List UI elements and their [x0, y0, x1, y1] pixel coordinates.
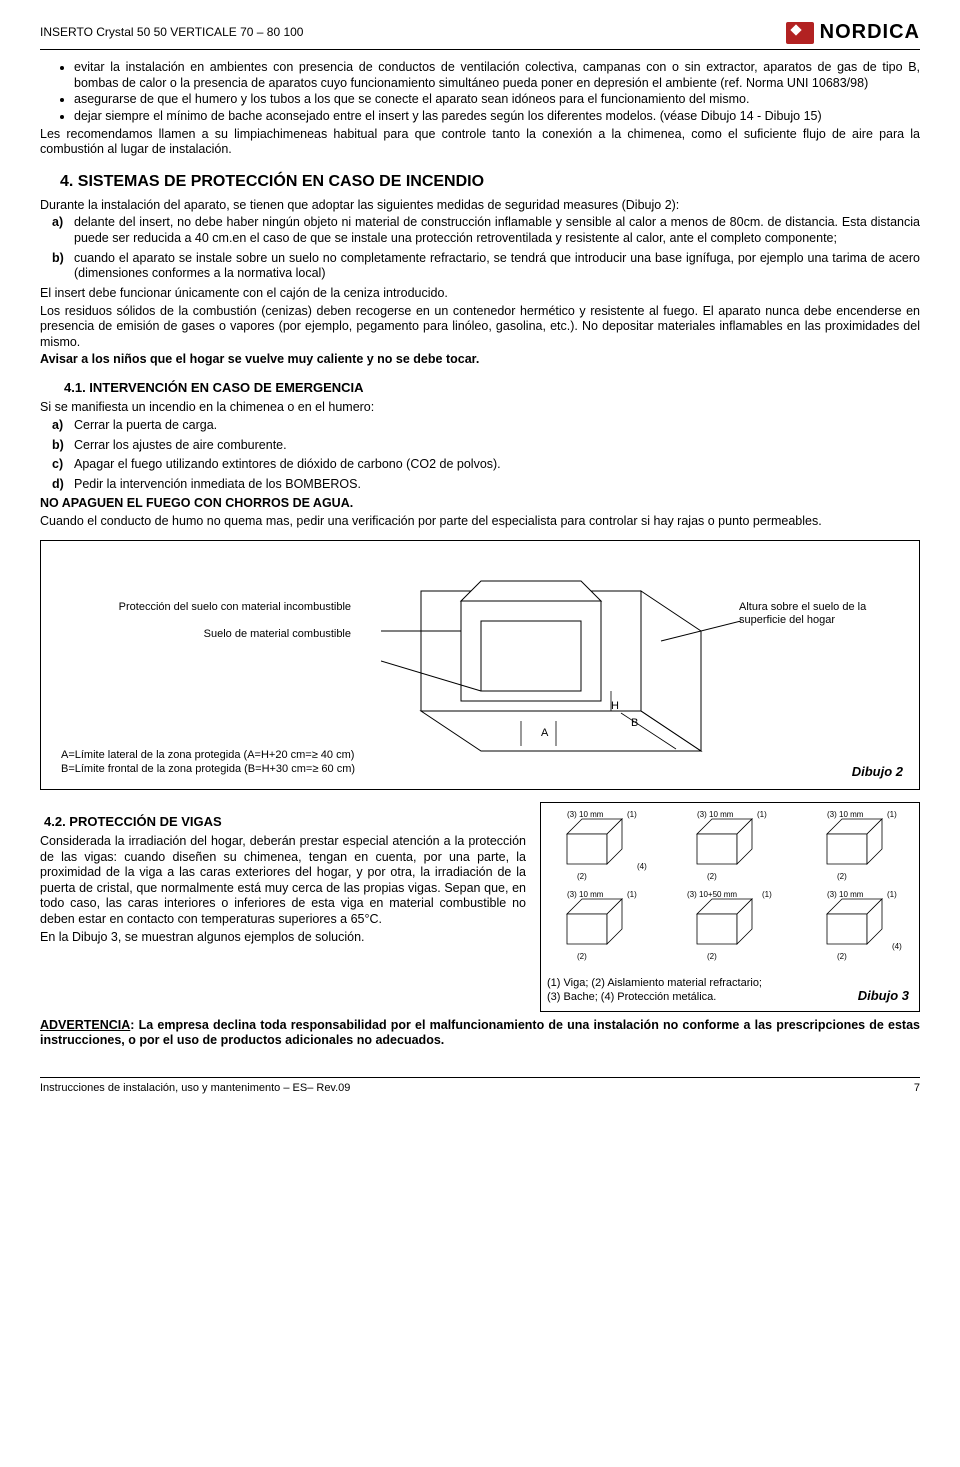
list-item: evitar la instalación en ambientes con p…: [74, 60, 920, 91]
sec4-p3: Avisar a los niños que el hogar se vuelv…: [40, 352, 920, 368]
beam-protection-illustration: (3) 10 mm (1) (3) 10 mm (1) (3) 10 mm (1) (…: [547, 809, 907, 969]
svg-text:(2): (2): [707, 952, 717, 961]
section-4-1-title: 4.1. INTERVENCIÓN EN CASO DE EMERGENCIA: [64, 380, 920, 396]
diagram-2-box: Protección del suelo con material incomb…: [40, 540, 920, 790]
sec4-lead: Durante la instalación del aparato, se t…: [40, 198, 920, 214]
diagram-a-line: A=Límite lateral de la zona protegida (A…: [61, 749, 355, 763]
svg-text:H: H: [611, 700, 619, 712]
list-item: a)Cerrar la puerta de carga.: [74, 418, 920, 434]
item-text: Pedir la intervención inmediata de los B…: [74, 477, 361, 491]
item-text: Cerrar los ajustes de aire comburente.: [74, 438, 287, 452]
svg-text:(2): (2): [837, 872, 847, 881]
diagram-3-caption: Dibujo 3: [858, 988, 909, 1004]
svg-text:(1): (1): [887, 890, 897, 899]
svg-text:(1): (1): [762, 890, 772, 899]
diagram-label: Protección del suelo con material incomb…: [71, 601, 351, 615]
sec4-p2a: Los residuos sólidos de la combustión (c…: [40, 304, 695, 318]
legend-line-1: (1) Viga; (2) Aislamiento material refra…: [547, 977, 762, 989]
header-title: INSERTO Crystal 50 50 VERTICALE 70 – 80 …: [40, 25, 303, 40]
svg-text:(2): (2): [837, 952, 847, 961]
fireplace-illustration: A B H: [381, 561, 741, 771]
item-text: delante del insert, no debe haber ningún…: [74, 215, 920, 245]
svg-text:(3) 10 mm: (3) 10 mm: [697, 810, 734, 819]
svg-text:(2): (2): [577, 952, 587, 961]
warning-text: : La empresa declina toda responsabilida…: [40, 1018, 920, 1048]
svg-text:(3) 10 mm: (3) 10 mm: [567, 810, 604, 819]
svg-text:(1): (1): [627, 810, 637, 819]
sec41-list: a)Cerrar la puerta de carga. b)Cerrar lo…: [40, 418, 920, 493]
list-item: d)Pedir la intervención inmediata de los…: [74, 477, 920, 493]
diagram-bottom-lines: A=Límite lateral de la zona protegida (A…: [61, 749, 355, 777]
legend-line-2: (3) Bache; (4) Protección metálica.: [547, 991, 716, 1003]
sec41-after: Cuando el conducto de humo no quema mas,…: [40, 514, 920, 530]
diagram-2-caption: Dibujo 2: [852, 764, 903, 780]
svg-text:(4): (4): [637, 862, 647, 871]
intro-bullet-list: evitar la instalación en ambientes con p…: [40, 60, 920, 125]
svg-text:(2): (2): [577, 872, 587, 881]
svg-text:(1): (1): [627, 890, 637, 899]
section-4-2: 4.2. PROTECCIÓN DE VIGAS Considerada la …: [40, 802, 920, 1012]
svg-text:(3) 10 mm: (3) 10 mm: [827, 890, 864, 899]
section-4-2-title: 4.2. PROTECCIÓN DE VIGAS: [44, 814, 526, 830]
brand-logo: NORDICA: [786, 20, 920, 45]
list-item: dejar siempre el mínimo de bache aconsej…: [74, 109, 920, 125]
list-item: a)delante del insert, no debe haber ning…: [74, 215, 920, 246]
diagram-label: Suelo de material combustible: [71, 628, 351, 642]
svg-text:A: A: [541, 727, 549, 739]
logo-text: NORDICA: [820, 20, 920, 45]
sec41-lead: Si se manifiesta un incendio en la chime…: [40, 400, 920, 416]
sec42-para: Considerada la irradiación del hogar, de…: [40, 834, 526, 928]
list-item: c)Apagar el fuego utilizando extintores …: [74, 457, 920, 473]
svg-text:(1): (1): [757, 810, 767, 819]
footer-left: Instrucciones de instalación, uso y mant…: [40, 1082, 350, 1096]
sec41-warn: NO APAGUEN EL FUEGO CON CHORROS DE AGUA.: [40, 496, 920, 512]
diagram-b-line: B=Límite frontal de la zona protegida (B…: [61, 763, 355, 777]
intro-paragraph: Les recomendamos llamen a su limpiachime…: [40, 127, 920, 158]
page-footer: Instrucciones de instalación, uso y mant…: [40, 1077, 920, 1096]
section-4-title: 4. SISTEMAS DE PROTECCIÓN EN CASO DE INC…: [60, 172, 920, 192]
warning-label: ADVERTENCIA: [40, 1018, 130, 1032]
svg-text:(4): (4): [892, 942, 902, 951]
svg-text:(3) 10 mm: (3) 10 mm: [567, 890, 604, 899]
list-item: b)Cerrar los ajustes de aire comburente.: [74, 438, 920, 454]
list-item: b)cuando el aparato se instale sobre un …: [74, 251, 920, 282]
footer-page-number: 7: [914, 1082, 920, 1096]
list-item: asegurarse de que el humero y los tubos …: [74, 92, 920, 108]
sec4-p1: El insert debe funcionar únicamente con …: [40, 286, 920, 302]
svg-text:(1): (1): [887, 810, 897, 819]
item-text: Cerrar la puerta de carga.: [74, 418, 217, 432]
item-text: Apagar el fuego utilizando extintores de…: [74, 457, 501, 471]
svg-text:(3) 10 mm: (3) 10 mm: [827, 810, 864, 819]
svg-text:(2): (2): [707, 872, 717, 881]
item-text: cuando el aparato se instale sobre un su…: [74, 251, 920, 281]
sec42-after: En la Dibujo 3, se muestran algunos ejem…: [40, 930, 526, 946]
sec4-p2: Los residuos sólidos de la combustión (c…: [40, 304, 920, 351]
warning-paragraph: ADVERTENCIA: La empresa declina toda res…: [40, 1018, 920, 1049]
svg-text:(3) 10+50 mm: (3) 10+50 mm: [687, 890, 737, 899]
svg-text:B: B: [631, 717, 638, 729]
page-header: INSERTO Crystal 50 50 VERTICALE 70 – 80 …: [40, 20, 920, 50]
diagram-right-label: Altura sobre el suelo de la superficie d…: [739, 601, 889, 629]
sec42-text-col: 4.2. PROTECCIÓN DE VIGAS Considerada la …: [40, 802, 526, 1012]
logo-icon: [786, 22, 814, 44]
diagram-left-labels: Protección del suelo con material incomb…: [71, 601, 351, 657]
sec4-list: a)delante del insert, no debe haber ning…: [40, 215, 920, 282]
diagram-3-box: (3) 10 mm (1) (3) 10 mm (1) (3) 10 mm (1) (…: [540, 802, 920, 1012]
